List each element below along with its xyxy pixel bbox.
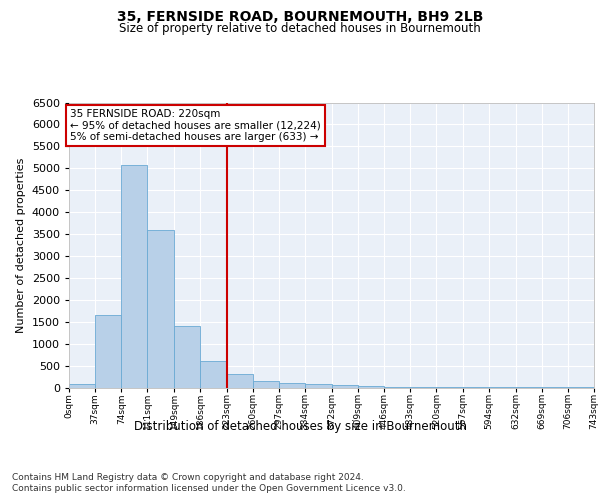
Y-axis label: Number of detached properties: Number of detached properties	[16, 158, 26, 332]
Bar	[279, 382, 305, 388]
Bar	[69, 384, 95, 388]
Bar	[174, 326, 200, 388]
Bar	[332, 386, 358, 388]
Text: 35, FERNSIDE ROAD, BOURNEMOUTH, BH9 2LB: 35, FERNSIDE ROAD, BOURNEMOUTH, BH9 2LB	[117, 10, 483, 24]
Text: Distribution of detached houses by size in Bournemouth: Distribution of detached houses by size …	[133, 420, 467, 433]
Bar	[253, 380, 279, 388]
Text: Contains HM Land Registry data © Crown copyright and database right 2024.: Contains HM Land Registry data © Crown c…	[12, 473, 364, 482]
Text: 35 FERNSIDE ROAD: 220sqm
← 95% of detached houses are smaller (12,224)
5% of sem: 35 FERNSIDE ROAD: 220sqm ← 95% of detach…	[70, 109, 321, 142]
Bar	[200, 361, 227, 388]
Bar	[358, 386, 384, 388]
Bar	[148, 230, 174, 388]
Bar	[121, 165, 148, 388]
Bar	[227, 374, 253, 388]
Bar	[95, 315, 121, 388]
Text: Contains public sector information licensed under the Open Government Licence v3: Contains public sector information licen…	[12, 484, 406, 493]
Text: Size of property relative to detached houses in Bournemouth: Size of property relative to detached ho…	[119, 22, 481, 35]
Bar	[305, 384, 332, 388]
